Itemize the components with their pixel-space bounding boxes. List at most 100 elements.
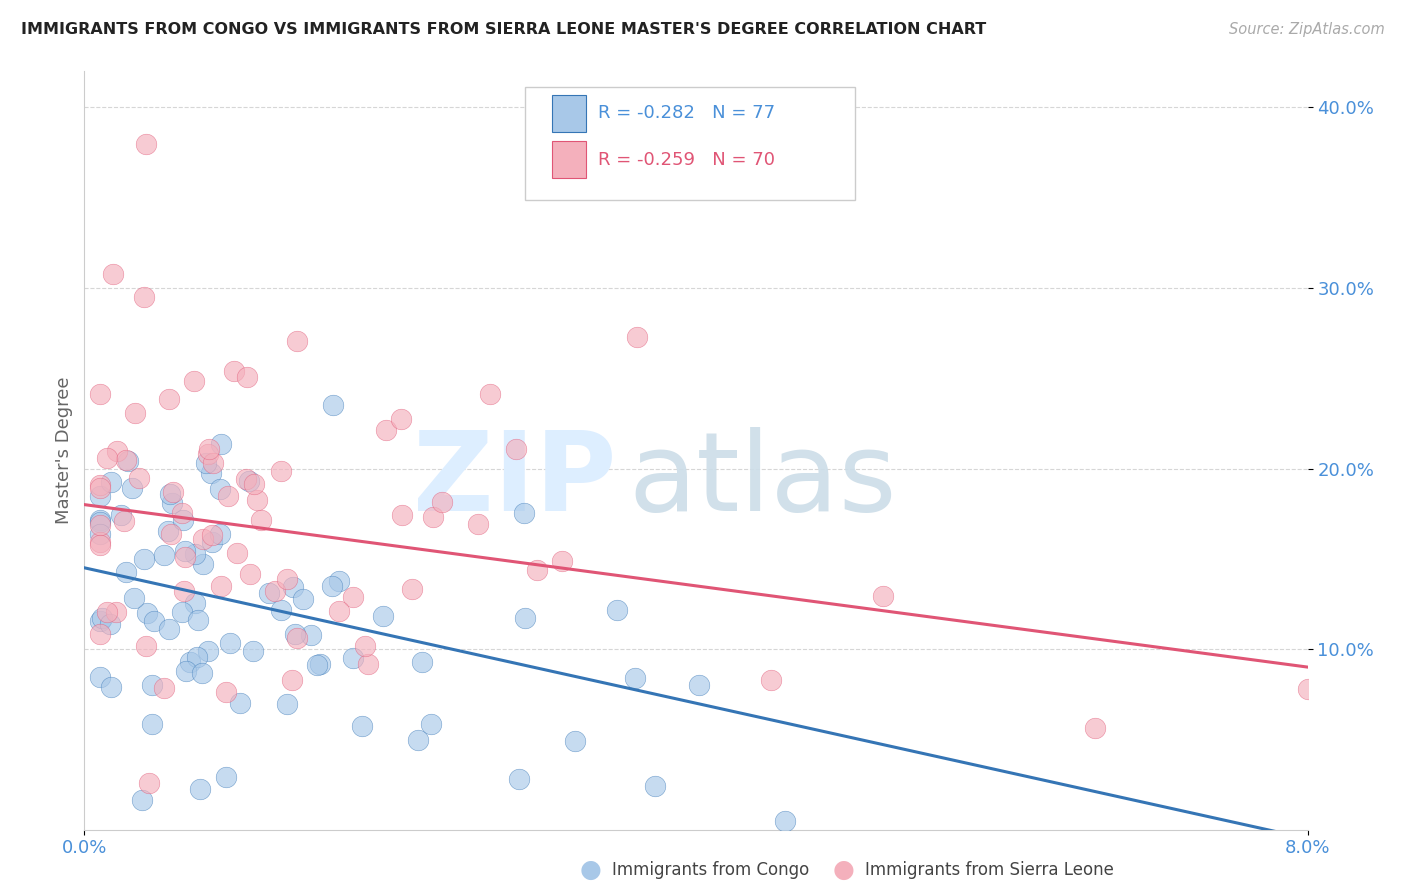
Point xyxy=(197,644,219,658)
Point xyxy=(157,623,180,637)
Point xyxy=(124,406,146,420)
Point xyxy=(172,513,194,527)
Text: R = -0.282   N = 77: R = -0.282 N = 77 xyxy=(598,104,775,122)
Point xyxy=(89,518,111,533)
Point xyxy=(432,495,454,509)
Point xyxy=(328,574,350,588)
Point xyxy=(391,508,413,522)
Point xyxy=(105,443,128,458)
Point xyxy=(309,657,332,671)
Point xyxy=(215,685,238,699)
Point xyxy=(89,515,111,529)
Point xyxy=(419,716,441,731)
Point xyxy=(121,482,143,496)
Text: ●: ● xyxy=(832,858,855,881)
Point xyxy=(190,665,212,680)
Bar xyxy=(551,95,586,131)
Point xyxy=(688,678,710,692)
Point xyxy=(391,411,413,425)
Point xyxy=(872,589,894,603)
Point xyxy=(198,442,221,456)
FancyBboxPatch shape xyxy=(524,87,855,201)
Point xyxy=(411,655,433,669)
Point xyxy=(173,584,195,599)
Point xyxy=(238,475,260,489)
Point xyxy=(89,387,111,401)
Point xyxy=(479,387,502,401)
Point xyxy=(115,453,138,467)
Point xyxy=(152,681,174,695)
Point xyxy=(100,680,122,694)
Point xyxy=(159,527,181,541)
Text: ●: ● xyxy=(579,858,602,881)
Point xyxy=(89,481,111,495)
Point xyxy=(135,606,157,620)
Point xyxy=(285,334,308,349)
Point xyxy=(184,596,207,610)
Point xyxy=(224,364,246,378)
Text: ZIP: ZIP xyxy=(413,427,616,534)
Text: R = -0.259   N = 70: R = -0.259 N = 70 xyxy=(598,151,775,169)
Point xyxy=(257,585,280,599)
Point xyxy=(188,781,211,796)
Point xyxy=(187,613,209,627)
Point xyxy=(135,639,157,653)
Point xyxy=(422,509,444,524)
Point xyxy=(374,423,396,437)
Point xyxy=(281,673,304,687)
Point xyxy=(89,627,111,641)
Point xyxy=(89,527,111,541)
Point xyxy=(285,631,308,645)
Point xyxy=(157,392,180,406)
Point xyxy=(110,508,132,522)
Point xyxy=(142,615,165,629)
Point xyxy=(197,447,219,461)
Point xyxy=(515,611,537,625)
Point xyxy=(209,579,232,593)
Point xyxy=(98,616,121,631)
Point xyxy=(96,451,118,466)
Point xyxy=(229,696,252,710)
Point xyxy=(354,639,377,653)
Point xyxy=(215,770,238,784)
Point xyxy=(352,718,374,732)
Point xyxy=(225,546,247,560)
Point xyxy=(162,484,184,499)
Point xyxy=(89,538,111,552)
Point xyxy=(162,496,184,510)
Point xyxy=(606,603,628,617)
Point xyxy=(135,136,157,151)
Point xyxy=(513,507,536,521)
Point xyxy=(195,457,218,471)
Point xyxy=(263,584,285,599)
Point xyxy=(101,267,124,281)
Point xyxy=(115,566,138,580)
Point xyxy=(117,454,139,468)
Point xyxy=(219,636,242,650)
Point xyxy=(371,609,394,624)
Point xyxy=(250,513,273,527)
Point xyxy=(100,475,122,489)
Point xyxy=(291,591,314,606)
Point xyxy=(183,375,205,389)
Point xyxy=(89,489,111,503)
Point xyxy=(128,471,150,485)
Point xyxy=(328,604,350,618)
Point xyxy=(406,733,429,747)
Text: IMMIGRANTS FROM CONGO VS IMMIGRANTS FROM SIERRA LEONE MASTER'S DEGREE CORRELATIO: IMMIGRANTS FROM CONGO VS IMMIGRANTS FROM… xyxy=(21,22,987,37)
Point xyxy=(270,464,292,478)
Y-axis label: Master's Degree: Master's Degree xyxy=(55,376,73,524)
Text: Source: ZipAtlas.com: Source: ZipAtlas.com xyxy=(1229,22,1385,37)
Point xyxy=(91,611,114,625)
Point xyxy=(201,535,224,549)
Point xyxy=(209,437,232,451)
Point xyxy=(132,552,155,566)
Point xyxy=(761,673,783,687)
Point xyxy=(159,486,181,500)
Point xyxy=(184,547,207,561)
Point xyxy=(1084,721,1107,735)
Point xyxy=(89,670,111,684)
Point xyxy=(176,664,198,678)
Point xyxy=(401,582,423,597)
Point xyxy=(186,649,208,664)
